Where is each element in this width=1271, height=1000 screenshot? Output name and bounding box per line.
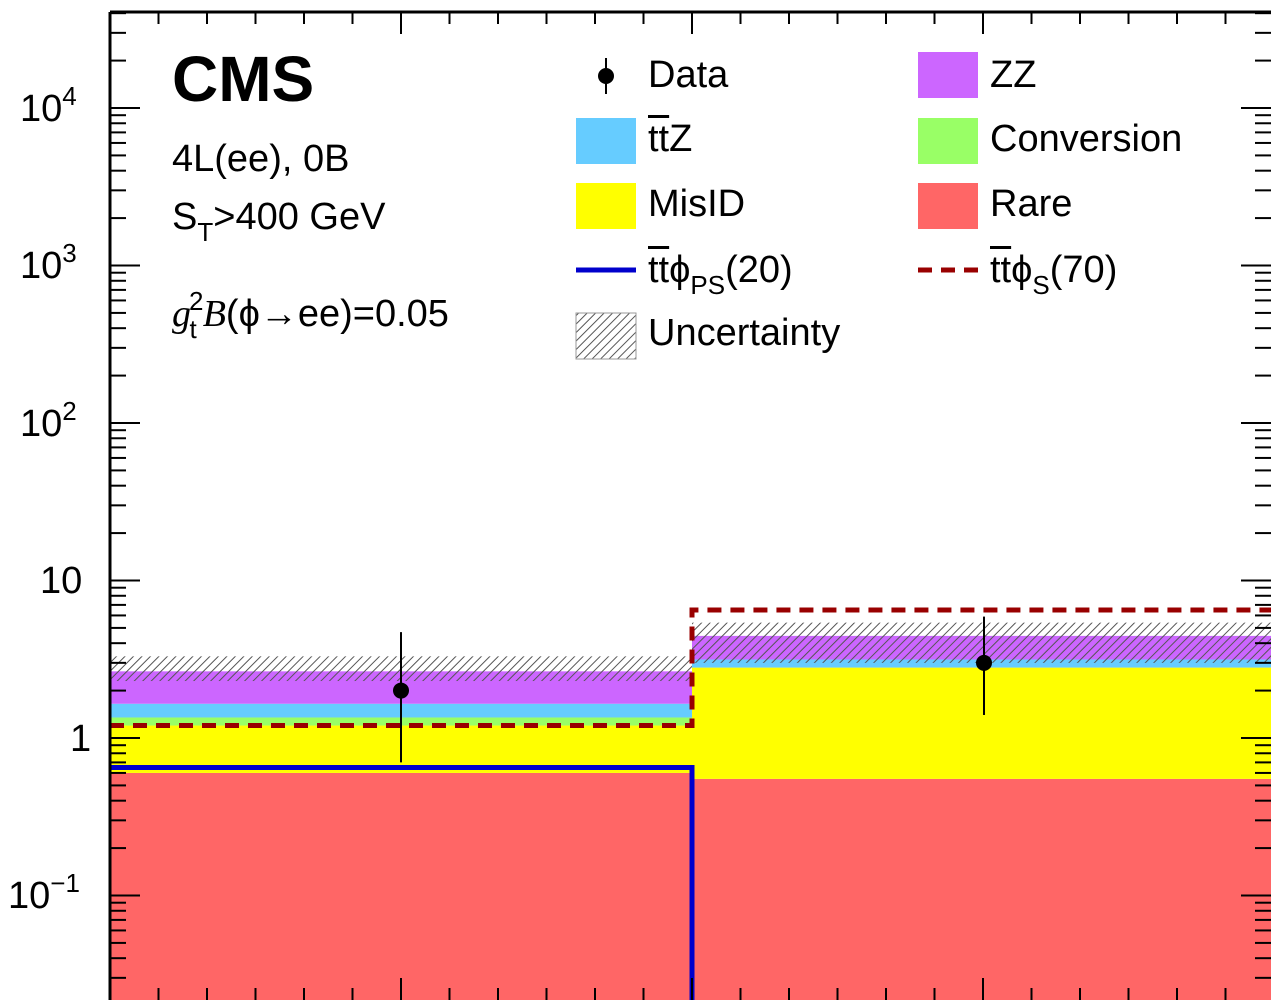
y-tick-exp: 4: [62, 81, 77, 111]
ps-sub: PS: [690, 270, 726, 300]
coupling-b: B: [202, 293, 226, 335]
s-phi: ϕ: [1011, 249, 1033, 291]
legend-misid: MisID: [648, 183, 746, 225]
legend-data: Data: [648, 54, 729, 96]
legend-uncertainty: Uncertainty: [648, 312, 841, 354]
bar-rare: [692, 778, 1271, 1000]
legend-ttz: ttZ: [648, 118, 692, 161]
legend-box-ttz: [576, 118, 636, 164]
s-main: tt: [990, 249, 1012, 291]
info-channel: 4L(ee), 0B: [172, 138, 350, 180]
st-main: S: [172, 196, 198, 238]
ps-main: tt: [648, 249, 670, 291]
s-sub: S: [1032, 270, 1050, 300]
ps-tail: (20): [725, 249, 793, 291]
coupling-g: g: [172, 293, 191, 335]
legend-data-marker: [598, 68, 614, 84]
signal-ps-line: [110, 764, 695, 1000]
signal-s-line: [110, 607, 1271, 729]
y-tick-exp: 2: [62, 396, 77, 426]
legend-box-zz: [918, 52, 978, 98]
legend-signal-s: ttϕS(70): [990, 249, 1118, 300]
legend-box-conversion: [918, 118, 978, 164]
info-coupling: g2t B(ϕ→ee)=0.05: [172, 286, 449, 344]
y-tick-label: 104: [20, 81, 77, 130]
st-sub: T: [197, 217, 214, 247]
coupling-decay: (ϕ→ee)=0.05: [225, 293, 449, 335]
y-tick-label: 10: [40, 560, 83, 602]
bar-rare: [110, 772, 692, 1000]
y-tick-label: 102: [20, 396, 77, 445]
data-point: [393, 682, 409, 699]
y-tick-label: 10−1: [8, 868, 80, 917]
legend-conversion: Conversion: [990, 118, 1183, 160]
legend-signal-ps: ttϕPS(20): [648, 249, 793, 300]
ttz-suffix: Z: [669, 118, 693, 160]
bar-misid: [692, 667, 1271, 779]
legend-rare: Rare: [990, 183, 1073, 225]
data-point: [976, 654, 992, 671]
y-tick-label: 103: [20, 238, 77, 287]
legend-box-misid: [576, 183, 636, 229]
y-tick-exp: 3: [62, 238, 77, 268]
legend-box-rare: [918, 183, 978, 229]
st-tail: >400 GeV: [213, 196, 386, 238]
coupling-sub: t: [189, 314, 197, 344]
ps-phi: ϕ: [669, 249, 691, 291]
legend-box-uncertainty: [575, 312, 637, 360]
y-tick-exp: −1: [50, 868, 80, 898]
s-tail: (70): [1049, 249, 1118, 291]
experiment-label: CMS: [172, 43, 315, 115]
coupling-sup: 2: [189, 286, 204, 316]
y-tick-label: 1: [70, 718, 92, 760]
legend-zz: ZZ: [990, 54, 1037, 96]
info-st-cut: ST>400 GeV: [172, 196, 386, 247]
ttz-main: tt: [648, 118, 670, 160]
